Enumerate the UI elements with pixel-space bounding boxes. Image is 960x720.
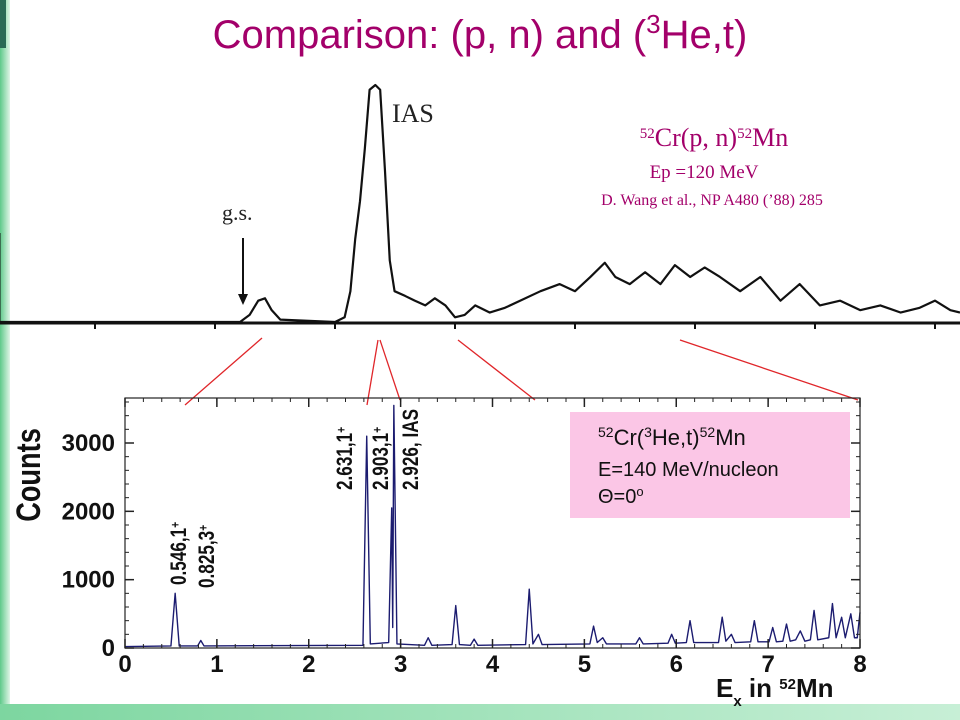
connectors — [184, 337, 859, 406]
peak-label-part: 0.546,1 — [167, 528, 192, 585]
x-tick-label: 4 — [486, 651, 500, 678]
legend-angle-part: Θ=0 — [598, 486, 636, 508]
peak-label: 2.926, IAS — [399, 409, 424, 490]
x-axis-title: Ex in 52Mn — [716, 673, 833, 710]
reaction-label-part: Cr(p, n) — [655, 123, 737, 152]
y-tick-label: 2000 — [62, 498, 115, 525]
x-axis-title-sup: 52 — [779, 676, 796, 693]
x-axis-title-sub: x — [733, 693, 742, 710]
title-text: Comparison: (p, n) and ( — [213, 13, 647, 57]
bottom-stripe — [0, 704, 960, 720]
x-axis-title-part: E — [716, 673, 733, 703]
x-tick-label: 7 — [761, 651, 774, 678]
peak-label-sup: + — [168, 522, 182, 528]
spectrum-line — [124, 404, 861, 648]
legend-reaction-sup: 3 — [644, 424, 652, 440]
corner-accent — [0, 0, 6, 48]
connector — [379, 339, 401, 401]
legend-reaction: 52Cr(3He,t)52Mn — [598, 424, 746, 450]
x-tick-label: 2 — [302, 651, 315, 678]
x-axis-title-part: Mn — [796, 673, 834, 703]
y-tick-label: 3000 — [62, 430, 115, 457]
gs-label: g.s. — [222, 200, 253, 225]
x-tick-label: 6 — [670, 651, 683, 678]
gs-arrowhead — [238, 294, 248, 305]
energy-label: Ep =120 MeV — [650, 162, 759, 183]
ias-label: IAS — [392, 99, 434, 128]
title-sup: 3 — [646, 9, 660, 39]
peak-label-part: 2.926, IAS — [399, 409, 424, 490]
y-axis-title: Counts — [9, 428, 48, 522]
x-axis-title-part: in — [742, 673, 780, 703]
left-stripe — [0, 0, 10, 720]
reference-label: D. Wang et al., NP A480 (’88) 285 — [601, 192, 823, 209]
peak-label-sup: + — [196, 525, 210, 531]
connector — [457, 339, 536, 401]
peak-label-part: 0.825,3 — [195, 531, 220, 588]
legend-energy: E=140 MeV/nucleon — [598, 459, 779, 481]
peak-label: 0.825,3+ — [195, 525, 220, 588]
peak-label-part: 2.903,1 — [369, 433, 394, 490]
x-tick-label: 8 — [853, 651, 866, 678]
connector — [366, 339, 379, 406]
peak-label: 0.546,1+ — [167, 522, 192, 585]
legend-angle: Θ=0o — [598, 484, 644, 509]
legend-reaction-sup: 52 — [700, 424, 716, 440]
legend-reaction-sup: 52 — [598, 424, 614, 440]
legend-angle-sup: o — [636, 484, 643, 499]
title-text: He,t) — [661, 13, 748, 57]
legend-reaction-part: Cr( — [614, 425, 645, 450]
reaction-label-sup: 52 — [640, 126, 655, 142]
peak-label-part: 2.631,1 — [333, 433, 358, 490]
peak-label-sup: + — [370, 427, 384, 433]
connector — [184, 337, 263, 406]
reaction-label: 52Cr(p, n)52Mn — [640, 123, 788, 152]
slide-title: Comparison: (p, n) and (3He,t) — [213, 9, 748, 57]
legend-box — [570, 412, 850, 518]
reaction-label-part: Mn — [752, 123, 788, 152]
x-tick-label: 3 — [394, 651, 407, 678]
x-tick-label: 0 — [118, 651, 131, 678]
x-tick-label: 1 — [210, 651, 223, 678]
peak-label-sup: + — [334, 427, 348, 433]
peak-label: 2.631,1+ — [333, 427, 358, 490]
y-tick-label: 0 — [102, 635, 115, 662]
legend-reaction-part: He,t) — [652, 425, 700, 450]
y-tick-label: 1000 — [62, 567, 115, 594]
x-tick-label: 5 — [578, 651, 591, 678]
reaction-label-sup: 52 — [737, 126, 752, 142]
connector — [679, 339, 859, 401]
spectrum-line — [0, 83, 960, 324]
legend-reaction-part: Mn — [715, 425, 746, 450]
peak-label: 2.903,1+ — [369, 427, 394, 490]
